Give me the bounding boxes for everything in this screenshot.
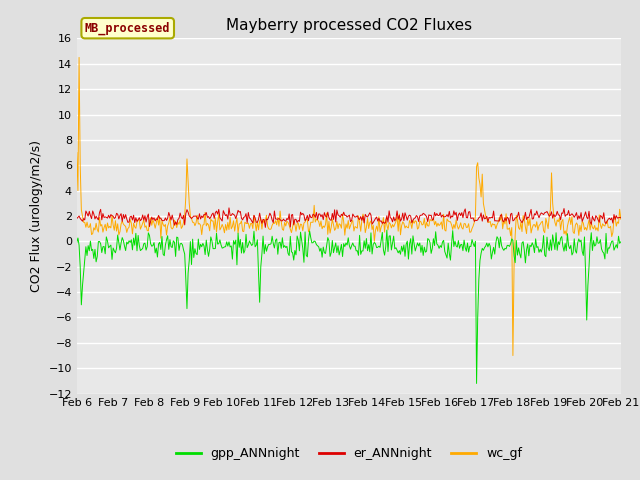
er_ANNnight bbox=[305, 218, 312, 224]
Line: er_ANNnight: er_ANNnight bbox=[77, 208, 621, 228]
gpp_ANNnight bbox=[383, 227, 390, 233]
Line: wc_gf: wc_gf bbox=[77, 58, 621, 356]
gpp_ANNnight bbox=[378, 238, 385, 243]
Legend: gpp_ANNnight, er_ANNnight, wc_gf: gpp_ANNnight, er_ANNnight, wc_gf bbox=[171, 443, 527, 466]
gpp_ANNnight bbox=[473, 381, 481, 386]
wc_gf bbox=[378, 221, 386, 227]
er_ANNnight bbox=[380, 219, 387, 225]
wc_gf bbox=[303, 216, 311, 222]
gpp_ANNnight bbox=[302, 252, 310, 258]
er_ANNnight bbox=[406, 212, 413, 218]
Text: MB_processed: MB_processed bbox=[85, 22, 170, 35]
er_ANNnight bbox=[475, 215, 483, 221]
er_ANNnight bbox=[617, 215, 625, 221]
er_ANNnight bbox=[569, 212, 577, 218]
Title: Mayberry processed CO2 Fluxes: Mayberry processed CO2 Fluxes bbox=[226, 18, 472, 33]
wc_gf bbox=[404, 225, 412, 231]
gpp_ANNnight bbox=[617, 239, 625, 245]
wc_gf bbox=[617, 216, 625, 222]
er_ANNnight bbox=[262, 225, 269, 230]
wc_gf bbox=[474, 160, 481, 166]
Line: gpp_ANNnight: gpp_ANNnight bbox=[77, 230, 621, 384]
wc_gf bbox=[509, 353, 516, 359]
Y-axis label: CO2 Flux (urology/m2/s): CO2 Flux (urology/m2/s) bbox=[30, 140, 43, 292]
wc_gf bbox=[73, 150, 81, 156]
gpp_ANNnight bbox=[404, 256, 412, 262]
gpp_ANNnight bbox=[569, 250, 577, 255]
er_ANNnight bbox=[243, 220, 251, 226]
gpp_ANNnight bbox=[242, 231, 250, 237]
wc_gf bbox=[76, 55, 83, 60]
wc_gf bbox=[569, 229, 577, 235]
gpp_ANNnight bbox=[475, 276, 483, 282]
er_ANNnight bbox=[225, 205, 233, 211]
wc_gf bbox=[243, 221, 251, 227]
er_ANNnight bbox=[73, 216, 81, 221]
gpp_ANNnight bbox=[73, 240, 81, 245]
